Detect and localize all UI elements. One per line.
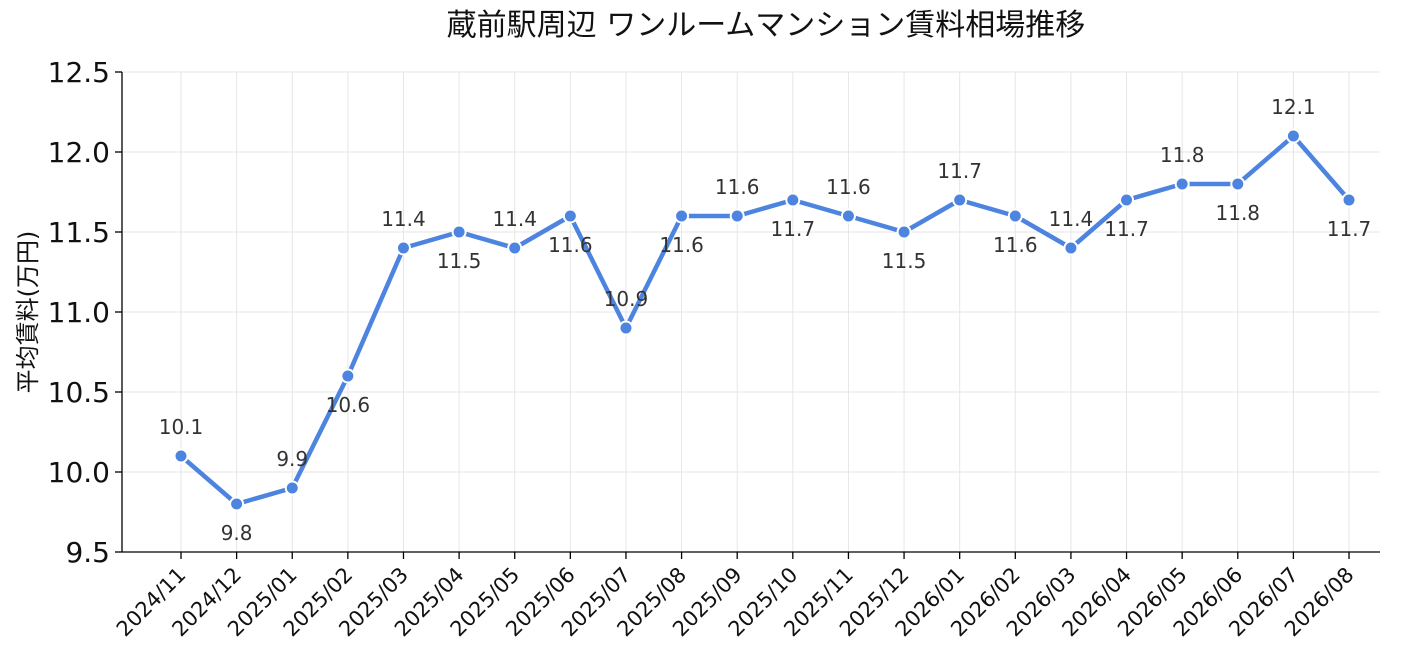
data-point xyxy=(562,208,578,224)
data-point xyxy=(1341,192,1357,208)
data-point xyxy=(229,496,245,512)
data-label: 11.7 xyxy=(771,217,816,241)
data-label: 11.4 xyxy=(492,207,537,231)
data-point xyxy=(1174,176,1190,192)
data-label: 10.9 xyxy=(604,287,649,311)
y-tick-label: 12.0 xyxy=(48,136,110,169)
data-label: 11.7 xyxy=(1104,217,1149,241)
data-label: 11.8 xyxy=(1160,143,1205,167)
y-tick-label: 11.0 xyxy=(48,296,110,329)
data-point xyxy=(340,368,356,384)
data-point xyxy=(674,208,690,224)
y-tick-label: 9.5 xyxy=(65,536,110,569)
data-label: 11.8 xyxy=(1216,201,1261,225)
data-point xyxy=(840,208,856,224)
y-tick-label: 10.5 xyxy=(48,376,110,409)
data-label: 11.6 xyxy=(826,175,871,199)
data-point xyxy=(1119,192,1135,208)
data-point xyxy=(952,192,968,208)
data-label: 9.8 xyxy=(221,521,253,545)
data-point xyxy=(395,240,411,256)
data-label: 11.5 xyxy=(437,249,482,273)
data-point xyxy=(618,320,634,336)
data-label: 10.1 xyxy=(159,415,204,439)
data-label: 11.6 xyxy=(715,175,760,199)
data-point xyxy=(785,192,801,208)
data-point xyxy=(1007,208,1023,224)
data-label: 11.5 xyxy=(882,249,927,273)
data-label: 11.4 xyxy=(381,207,426,231)
data-point xyxy=(1285,128,1301,144)
y-tick-label: 10.0 xyxy=(48,456,110,489)
data-label: 11.6 xyxy=(659,233,704,257)
data-label: 11.6 xyxy=(993,233,1038,257)
series-line xyxy=(178,133,1352,507)
data-label: 9.9 xyxy=(276,447,308,471)
data-point xyxy=(173,448,189,464)
data-label: 11.7 xyxy=(937,159,982,183)
data-point xyxy=(284,480,300,496)
y-tick-label: 12.5 xyxy=(48,56,110,89)
y-axis-label: 平均賃料(万円) xyxy=(14,231,42,394)
data-point xyxy=(896,224,912,240)
data-point xyxy=(729,208,745,224)
data-point xyxy=(1230,176,1246,192)
chart-title: 蔵前駅周辺 ワンルームマンション賃料相場推移 xyxy=(447,8,1086,43)
data-label: 12.1 xyxy=(1271,95,1316,119)
data-point xyxy=(507,240,523,256)
data-label: 11.6 xyxy=(548,233,593,257)
y-tick-label: 11.5 xyxy=(48,216,110,249)
data-point xyxy=(451,224,467,240)
data-label: 11.7 xyxy=(1327,217,1372,241)
data-point xyxy=(1063,240,1079,256)
data-label: 11.4 xyxy=(1049,207,1094,231)
data-label: 10.6 xyxy=(326,393,371,417)
